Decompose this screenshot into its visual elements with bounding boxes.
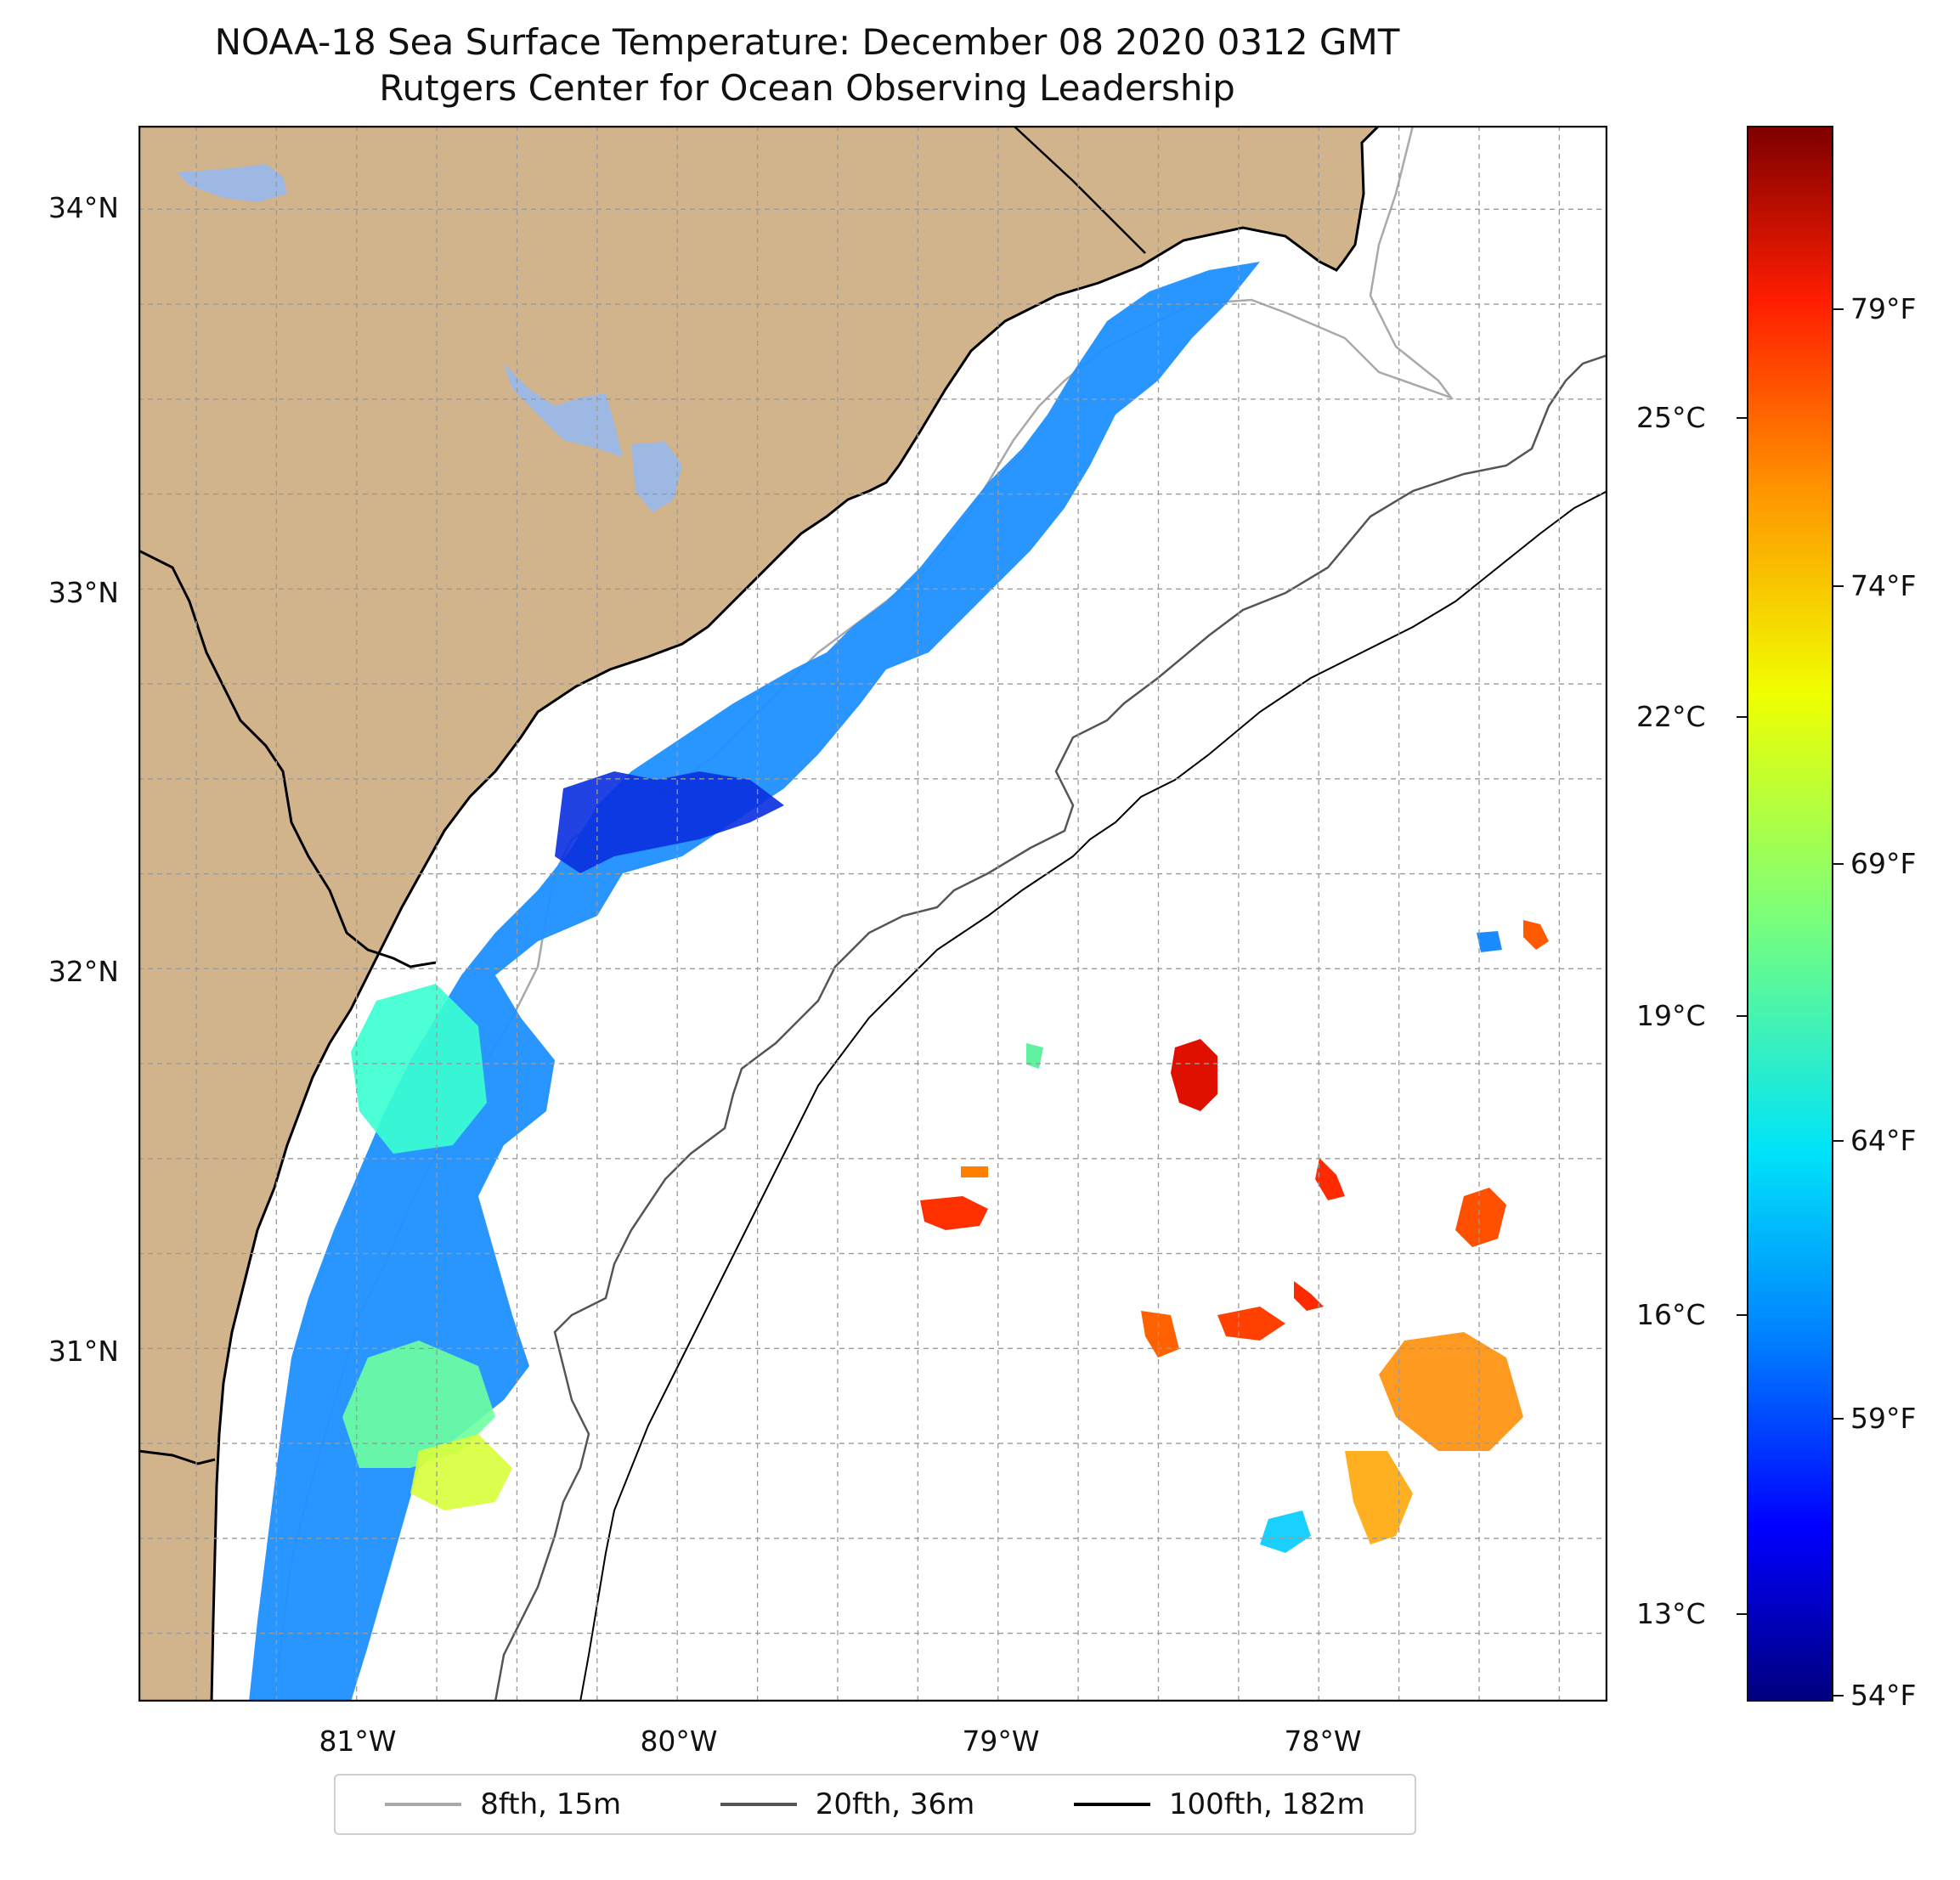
state-border — [138, 549, 437, 968]
fahrenheit-tick — [1833, 1418, 1844, 1420]
lake-moultrie — [631, 442, 682, 512]
legend-label: 100fth, 182m — [1168, 1787, 1365, 1821]
celsius-label: 16°C — [1636, 1298, 1706, 1331]
map-gridlines — [138, 126, 1607, 1702]
fahrenheit-label: 74°F — [1850, 569, 1917, 602]
land-area — [138, 126, 1381, 1702]
celsius-label: 22°C — [1636, 700, 1706, 733]
chart-subtitle: Rutgers Center for Ocean Observing Leade… — [379, 67, 1235, 109]
sst-offshore-patches — [920, 920, 1549, 1553]
celsius-tick — [1737, 1015, 1747, 1017]
fahrenheit-label: 54°F — [1850, 1679, 1917, 1712]
map-border — [138, 126, 1607, 1702]
celsius-tick — [1737, 1613, 1747, 1615]
legend-swatch — [385, 1803, 462, 1806]
lake-north — [177, 164, 287, 202]
fahrenheit-label: 59°F — [1850, 1402, 1917, 1435]
lat-tick-label: 31°N — [48, 1335, 119, 1368]
celsius-tick — [1737, 1314, 1747, 1316]
lat-tick-label: 32°N — [48, 955, 119, 988]
fahrenheit-tick — [1833, 1695, 1844, 1697]
sst-yellow-patch — [410, 1434, 512, 1510]
lat-tick-label: 33°N — [48, 576, 119, 609]
sst-green-patch — [342, 1341, 495, 1468]
sst-nearshore-cold — [555, 771, 784, 873]
celsius-label: 13°C — [1636, 1597, 1706, 1630]
isobath-legend: 8fth, 15m 20fth, 36m 100fth, 182m — [334, 1774, 1416, 1835]
fahrenheit-label: 64°F — [1850, 1124, 1917, 1157]
temperature-colorbar — [1747, 126, 1833, 1702]
lon-tick-label: 80°W — [640, 1725, 718, 1758]
sst-teal-patch — [351, 984, 487, 1154]
fahrenheit-label: 69°F — [1850, 847, 1917, 880]
sst-map[interactable] — [138, 126, 1607, 1702]
lon-tick-label: 78°W — [1284, 1725, 1362, 1758]
celsius-label: 19°C — [1636, 999, 1706, 1032]
celsius-tick — [1737, 417, 1747, 419]
isobath-20fth — [494, 353, 1607, 1702]
fahrenheit-tick — [1833, 863, 1844, 865]
fahrenheit-tick — [1833, 1140, 1844, 1142]
fahrenheit-tick — [1833, 585, 1844, 587]
celsius-tick — [1737, 716, 1747, 718]
sst-coastal-band — [249, 262, 1260, 1702]
legend-label: 8fth, 15m — [480, 1787, 622, 1821]
state-border — [1013, 126, 1146, 254]
isobath-100fth — [579, 490, 1607, 1702]
map-panel[interactable] — [138, 126, 1607, 1702]
lake-marion — [504, 364, 623, 457]
lon-tick-label: 79°W — [962, 1725, 1040, 1758]
celsius-label: 25°C — [1636, 401, 1706, 434]
fahrenheit-label: 79°F — [1850, 292, 1917, 325]
legend-swatch — [720, 1803, 797, 1806]
state-border — [138, 1449, 216, 1465]
legend-item-20fth: 20fth, 36m — [720, 1787, 975, 1821]
fahrenheit-tick — [1833, 308, 1844, 310]
legend-swatch — [1073, 1803, 1150, 1806]
lon-tick-label: 81°W — [319, 1725, 397, 1758]
lat-tick-label: 34°N — [48, 191, 119, 224]
legend-label: 20fth, 36m — [815, 1787, 975, 1821]
legend-item-8fth: 8fth, 15m — [385, 1787, 621, 1821]
chart-title: NOAA-18 Sea Surface Temperature: Decembe… — [214, 21, 1400, 63]
legend-item-100fth: 100fth, 182m — [1073, 1787, 1365, 1821]
